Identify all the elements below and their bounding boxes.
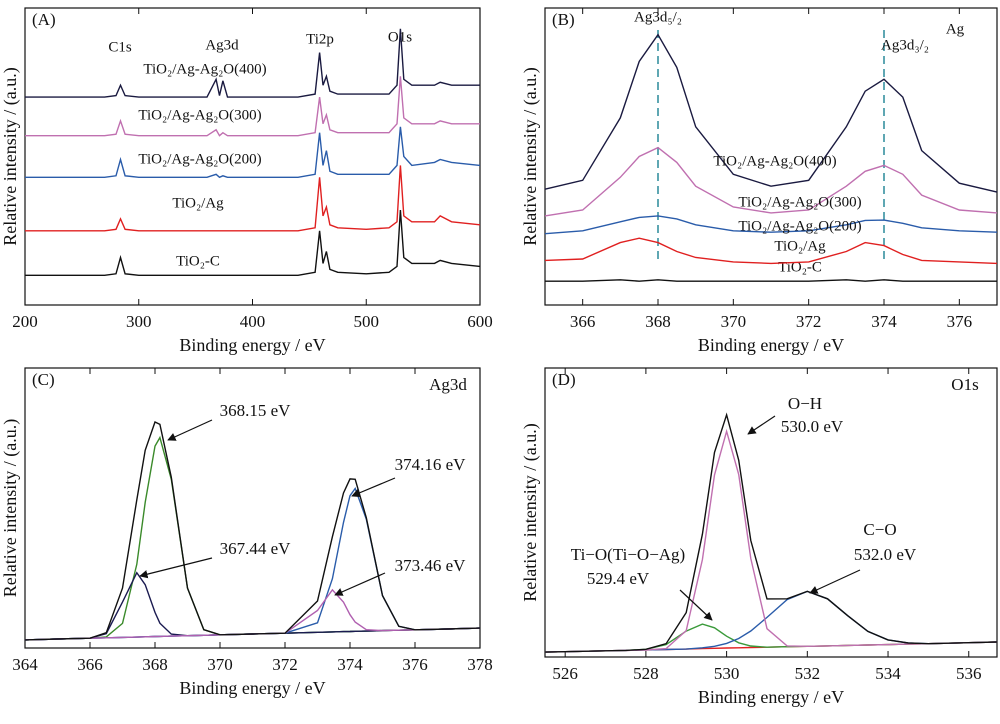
x-tick-label: 376 bbox=[402, 655, 428, 674]
annotation: Ti−O(Ti−O−Ag) bbox=[571, 545, 685, 564]
spectrum-line bbox=[544, 623, 998, 653]
spectrum-line bbox=[25, 209, 481, 276]
x-tick-label: 534 bbox=[875, 664, 901, 683]
panel-label: (C) bbox=[32, 370, 55, 389]
x-axis-label: Binding energy / eV bbox=[698, 687, 844, 707]
annotation: C1s bbox=[108, 39, 132, 55]
panel-label: (A) bbox=[32, 10, 56, 29]
x-tick-label: 374 bbox=[871, 312, 897, 331]
x-tick-label: 368 bbox=[142, 655, 168, 674]
x-tick-label: 368 bbox=[645, 312, 671, 331]
spectrum-line bbox=[25, 28, 480, 98]
arrow bbox=[747, 415, 776, 435]
panel-label: (B) bbox=[552, 10, 575, 29]
x-tick-label: 300 bbox=[126, 312, 152, 331]
series-label: TiO₂/Ag-Ag₂O(200) bbox=[138, 151, 261, 167]
annotation: C−O bbox=[863, 520, 896, 539]
series-label: TiO₂/Ag-Ag₂O(400) bbox=[143, 61, 266, 77]
annotation: Ag bbox=[946, 21, 965, 37]
spectrum-line bbox=[544, 237, 998, 265]
arrow bbox=[139, 557, 213, 579]
arrow bbox=[334, 572, 386, 596]
annotation: 530.0 eV bbox=[781, 417, 844, 436]
arrow bbox=[679, 589, 713, 621]
series-label: TiO₂/Ag-Ag₂O(200) bbox=[738, 218, 861, 234]
annotation: 368.15 eV bbox=[220, 401, 292, 420]
spectrum-line bbox=[25, 76, 480, 137]
x-tick-label: 500 bbox=[354, 312, 380, 331]
spectrum-line bbox=[544, 215, 998, 235]
series-label: TiO₂-C bbox=[176, 253, 220, 269]
spectrum-line bbox=[544, 146, 998, 217]
x-tick-label: 530 bbox=[714, 664, 740, 683]
x-tick-label: 370 bbox=[721, 312, 747, 331]
y-axis-label: Relative intensity / (a.u.) bbox=[520, 423, 541, 601]
x-tick-label: 536 bbox=[956, 664, 982, 683]
annotation: Ag3d bbox=[205, 37, 239, 53]
annotation: O1s bbox=[388, 29, 412, 45]
spectrum-line bbox=[24, 588, 481, 641]
annotation: O1s bbox=[951, 375, 978, 394]
annotation: Ag3d bbox=[429, 375, 467, 394]
x-tick-label: 526 bbox=[552, 664, 578, 683]
x-tick-label: 528 bbox=[633, 664, 659, 683]
spectrum-line bbox=[545, 279, 997, 282]
annotation: Ti2p bbox=[306, 31, 334, 47]
plot-frame bbox=[544, 367, 998, 658]
x-tick-label: 400 bbox=[240, 312, 266, 331]
panel-label: (D) bbox=[552, 370, 576, 389]
series-label: TiO₂-C bbox=[778, 259, 822, 275]
x-tick-label: 366 bbox=[77, 655, 103, 674]
y-axis-label: Relative intensity / (a.u.) bbox=[0, 419, 21, 597]
x-axis-label: Binding energy / eV bbox=[698, 335, 844, 355]
x-tick-label: 532 bbox=[795, 664, 821, 683]
arrow bbox=[167, 419, 213, 441]
annotation: O−H bbox=[788, 394, 822, 413]
x-tick-label: 370 bbox=[207, 655, 233, 674]
x-tick-label: 200 bbox=[12, 312, 38, 331]
x-axis-label: Binding energy / eV bbox=[179, 678, 325, 698]
annotation: 373.46 eV bbox=[395, 556, 467, 575]
x-tick-label: 372 bbox=[272, 655, 298, 674]
annotation: 529.4 eV bbox=[587, 569, 650, 588]
plot-frame bbox=[24, 367, 481, 649]
annotation: 367.44 eV bbox=[220, 539, 292, 558]
annotation: Ag3d₅/₂ bbox=[634, 9, 682, 25]
y-axis-label: Relative intensity / (a.u.) bbox=[0, 67, 21, 245]
x-tick-label: 372 bbox=[796, 312, 822, 331]
annotation: 374.16 eV bbox=[395, 455, 467, 474]
x-tick-label: 378 bbox=[467, 655, 493, 674]
x-tick-label: 374 bbox=[337, 655, 363, 674]
arrow bbox=[809, 569, 861, 594]
x-tick-label: 376 bbox=[947, 312, 973, 331]
spectrum-line bbox=[25, 126, 481, 179]
y-axis-label: Relative intensity / (a.u.) bbox=[520, 67, 541, 245]
x-tick-label: 364 bbox=[12, 655, 38, 674]
plot-frame bbox=[544, 7, 998, 306]
annotation: Ag3d₃/₂ bbox=[881, 37, 929, 53]
arrow bbox=[351, 477, 396, 497]
annotation: 532.0 eV bbox=[854, 545, 917, 564]
series-label: TiO₂/Ag-Ag₂O(300) bbox=[138, 107, 261, 123]
series-label: TiO₂/Ag-Ag₂O(300) bbox=[738, 194, 861, 210]
x-axis-label: Binding energy / eV bbox=[179, 335, 325, 355]
series-label: TiO₂/Ag bbox=[172, 195, 224, 211]
spectrum-line bbox=[544, 33, 998, 193]
spectrum-line bbox=[544, 428, 998, 653]
series-label: TiO₂/Ag-Ag₂O(400) bbox=[713, 153, 836, 169]
spectrum-line bbox=[24, 421, 481, 641]
spectrum-line bbox=[544, 412, 998, 653]
series-label: TiO₂/Ag bbox=[774, 238, 826, 254]
x-tick-label: 600 bbox=[467, 312, 493, 331]
spectrum-line bbox=[25, 165, 481, 232]
x-tick-label: 366 bbox=[570, 312, 596, 331]
